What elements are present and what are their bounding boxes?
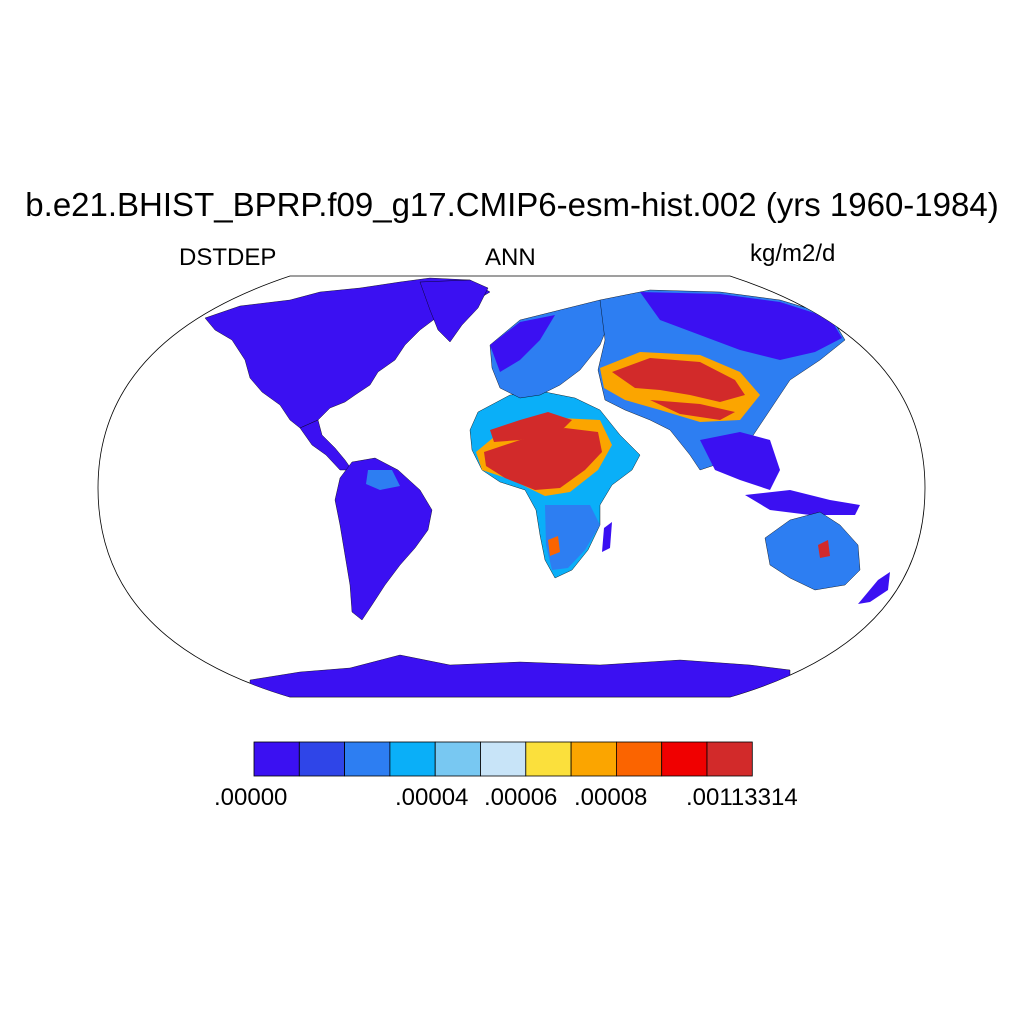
plot-title: b.e21.BHIST_BPRP.f09_g17.CMIP6-esm-hist.…: [25, 186, 999, 223]
africa-sahara-red: [484, 428, 602, 490]
continent-antarctica: [249, 654, 791, 697]
units-label: kg/m2/d: [750, 240, 836, 267]
asia-southeast-purple: [700, 432, 780, 490]
island-madagascar: [602, 522, 612, 552]
africa-north-red: [490, 412, 572, 442]
colorbar-box-4: [434, 741, 481, 777]
south-america-dust-spot: [366, 470, 400, 490]
colorbar-box-5: [480, 741, 527, 777]
colorbar-box-3: [389, 741, 436, 777]
continent-south-america: [334, 457, 433, 621]
colorbar-box-1: [298, 741, 345, 777]
colorbar-label-3: .00008: [574, 784, 648, 811]
variable-label: DSTDEP: [179, 244, 277, 271]
asia-desert-red: [612, 358, 745, 402]
colorbar-box-0: [253, 741, 300, 777]
europe-west-purple: [490, 315, 555, 372]
colorbar-label-1: .00004: [395, 784, 469, 811]
colorbar-box-7: [570, 741, 617, 777]
asia-north-purple: [640, 292, 842, 360]
continent-australia: [764, 511, 861, 591]
colorbar: [253, 741, 753, 777]
colorbar-box-8: [616, 741, 663, 777]
island-new-zealand: [858, 572, 890, 604]
africa-kalahari: [548, 536, 560, 556]
island-indonesia: [745, 490, 860, 515]
island-greenland: [419, 279, 489, 343]
colorbar-label-2: .00006: [484, 784, 558, 811]
colorbar-box-10: [706, 741, 753, 777]
colorbar-box-6: [525, 741, 572, 777]
australia-interior-red: [818, 540, 830, 558]
continent-central-america: [299, 419, 353, 471]
continent-north-america: [204, 277, 491, 429]
asia-tarim-red: [650, 400, 735, 420]
colorbar-label-4: .00113314: [686, 784, 798, 811]
colorbar-box-9: [661, 741, 708, 777]
colorbar-box-2: [344, 741, 391, 777]
season-label: ANN: [485, 244, 536, 271]
colorbar-label-0: .00000: [214, 784, 288, 811]
africa-south-blue: [545, 505, 600, 570]
